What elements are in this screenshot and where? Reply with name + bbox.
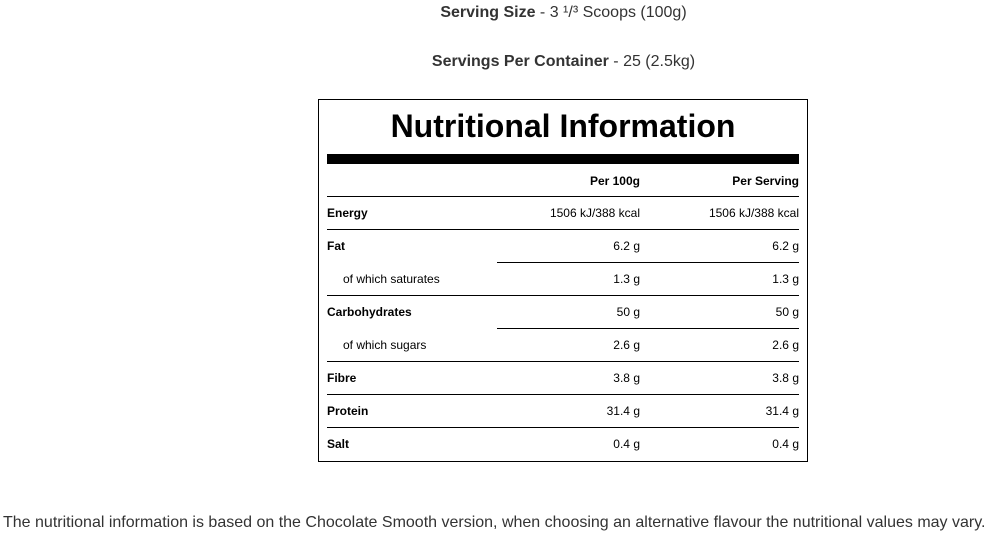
row-value: 0.4 g xyxy=(613,437,640,451)
rule xyxy=(327,394,799,395)
row-value: 50 g xyxy=(616,305,640,319)
row-value: 1506 kJ/388 kcal xyxy=(708,206,799,220)
table-title: Nutritional Information xyxy=(390,108,736,144)
servings-value: - 25 (2.5kg) xyxy=(608,53,696,70)
thick-rule xyxy=(327,154,799,164)
rule xyxy=(327,229,799,230)
nutrition-table: Nutritional Information Per 100g Per Serv… xyxy=(318,99,808,462)
row-value: 3.8 g xyxy=(613,371,640,385)
row-value: 1506 kJ/388 kcal xyxy=(549,206,640,220)
row-label: Salt xyxy=(327,437,350,451)
rule xyxy=(497,328,799,329)
rule xyxy=(497,262,799,263)
servings-label: Servings Per Container xyxy=(431,53,609,70)
serving-size-label: Serving Size xyxy=(440,4,536,21)
row-label: Carbohydrates xyxy=(327,305,412,319)
row-value: 31.4 g xyxy=(765,404,799,418)
row-label: Fat xyxy=(327,239,345,253)
row-value: 2.6 g xyxy=(613,338,640,352)
row-value: 1.3 g xyxy=(613,272,640,286)
serving-size-value: - 3 ¹/³ Scoops (100g) xyxy=(535,4,687,21)
rule xyxy=(327,295,799,296)
rule xyxy=(327,427,799,428)
footnote: The nutritional information is based on … xyxy=(3,514,986,531)
row-value: 1.3 g xyxy=(772,272,799,286)
row-label: Fibre xyxy=(327,371,357,385)
column-header: Per 100g xyxy=(589,174,640,188)
row-value: 31.4 g xyxy=(606,404,640,418)
row-value: 50 g xyxy=(775,305,799,319)
rule xyxy=(327,196,799,197)
column-header: Per Serving xyxy=(732,174,799,188)
row-label: of which saturates xyxy=(343,272,440,286)
servings-per-container: Servings Per Container - 25 (2.5kg) xyxy=(0,53,987,71)
row-value: 6.2 g xyxy=(772,239,799,253)
row-label: of which sugars xyxy=(343,338,427,352)
row-value: 0.4 g xyxy=(772,437,799,451)
row-value: 2.6 g xyxy=(772,338,799,352)
row-label: Energy xyxy=(327,206,368,220)
rule xyxy=(327,361,799,362)
serving-size: Serving Size - 3 ¹/³ Scoops (100g) xyxy=(0,4,987,22)
row-value: 6.2 g xyxy=(613,239,640,253)
row-label: Protein xyxy=(327,404,369,418)
row-value: 3.8 g xyxy=(772,371,799,385)
